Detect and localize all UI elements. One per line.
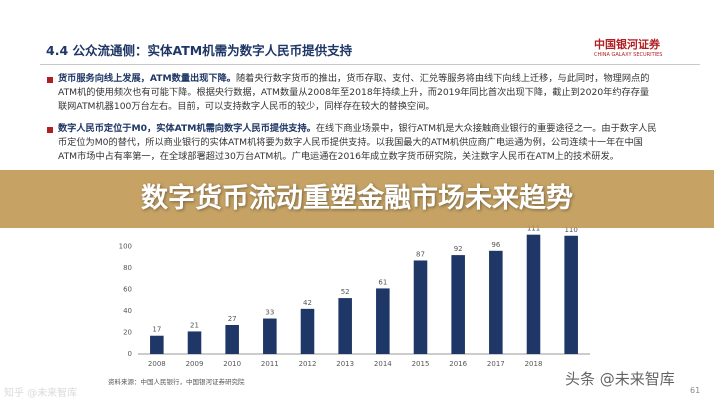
value-label: 17 — [152, 326, 161, 334]
divider — [40, 64, 700, 65]
x-tick-label: 2016 — [449, 360, 467, 368]
value-label: 52 — [341, 288, 350, 296]
bar — [150, 335, 164, 354]
y-tick-label: 40 — [123, 307, 132, 315]
x-tick-label: 2008 — [148, 360, 166, 368]
y-tick-label: 80 — [123, 264, 132, 272]
y-tick-label: 0 — [128, 350, 132, 358]
bar — [413, 260, 428, 354]
x-tick-label: 2018 — [525, 360, 543, 368]
value-label: 61 — [378, 278, 387, 286]
bullet-text: 随着央行数字货币的推出，货币存取、支付、汇兑等服务将由线下向线上迁移，与此同时，… — [58, 73, 650, 112]
bullet: 货币服务向线上发展，ATM数量出现下降。随着央行数字货币的推出，货币存取、支付、… — [58, 72, 658, 114]
bar — [451, 255, 465, 354]
watermark: 头条 @未来智库 — [565, 370, 675, 388]
y-tick-label: 100 — [119, 243, 132, 251]
bullet-bold: 货币服务向线上发展，ATM数量出现下降。 — [58, 73, 236, 84]
bullet-marker — [47, 127, 53, 133]
value-label: 92 — [454, 245, 463, 253]
logo: 中国银河证券 — [594, 38, 660, 51]
watermark: 知乎 @未来智库 — [4, 388, 78, 399]
bar — [263, 318, 277, 354]
page-number: 61 — [690, 386, 701, 395]
bar — [376, 288, 390, 354]
value-label: 42 — [303, 299, 312, 307]
x-tick-label: 2012 — [299, 360, 317, 368]
x-tick-label: 2010 — [223, 360, 241, 368]
bar — [338, 298, 352, 354]
slide-title: 4.4 公众流通侧：实体ATM机需为数字人民币提供支持 — [46, 43, 353, 58]
source: 资料来源：中国人民银行，中国银河证券研究院 — [108, 378, 245, 386]
bullet-text: 在线下商业场景中，银行ATM机是大众接触商业银行的重要途径之一。由于数字人民币定… — [58, 123, 657, 162]
logo-en: CHINA GALAXY SECURITIES — [594, 52, 663, 58]
value-label: 111 — [527, 225, 540, 233]
value-label: 87 — [416, 250, 425, 258]
x-tick-label: 2017 — [487, 360, 505, 368]
bar — [225, 324, 239, 354]
y-tick-label: 20 — [123, 329, 132, 337]
bullet-marker — [47, 77, 53, 83]
bar — [187, 331, 202, 354]
x-tick-label: 2015 — [412, 360, 430, 368]
bar — [564, 235, 578, 354]
value-label: 96 — [491, 241, 500, 249]
x-tick-label: 2014 — [374, 360, 392, 368]
bar — [489, 250, 503, 354]
banner: 数字货币流动重塑金融市场未来趋势 — [0, 170, 714, 228]
bullet: 数字人民币定位于M0，实体ATM机需向数字人民币提供支持。在线下商业场景中，银行… — [58, 122, 658, 164]
value-label: 27 — [228, 315, 237, 323]
x-tick-label: 2009 — [186, 360, 204, 368]
x-tick-label: 2013 — [336, 360, 354, 368]
value-label: 110 — [564, 226, 577, 234]
bar — [300, 308, 315, 354]
value-label: 21 — [190, 321, 199, 329]
y-tick-label: 60 — [123, 286, 132, 294]
bar — [526, 234, 541, 354]
bullet-bold: 数字人民币定位于M0，实体ATM机需向数字人民币提供支持。 — [58, 123, 316, 134]
x-tick-label: 2011 — [261, 360, 279, 368]
value-label: 33 — [265, 309, 274, 317]
